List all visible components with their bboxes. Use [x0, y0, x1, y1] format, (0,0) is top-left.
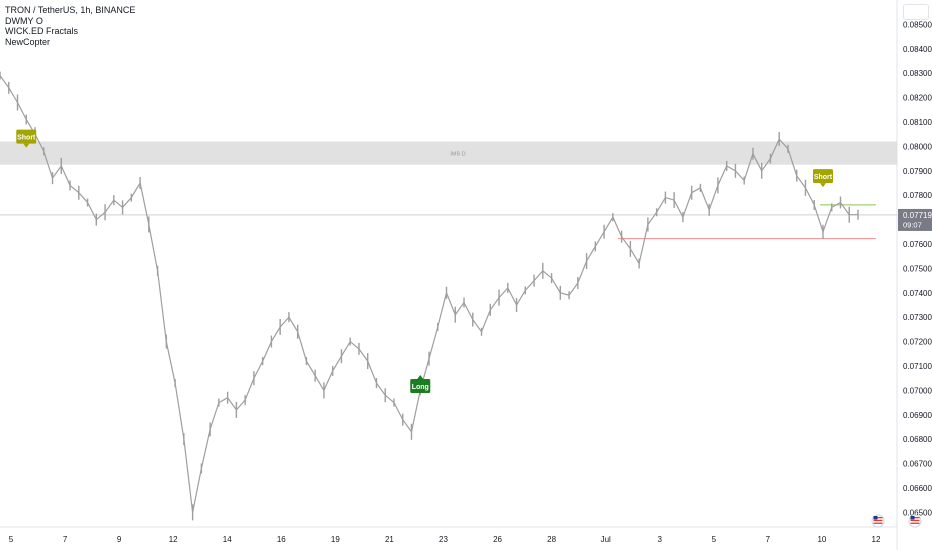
y-tick-label: 0.06500: [903, 508, 932, 517]
y-tick-label: 0.07400: [903, 289, 932, 298]
y-tick-label: 0.07600: [903, 240, 932, 249]
indicator-newcopter: NewCopter: [5, 36, 51, 47]
x-tick-label: 7: [63, 535, 68, 544]
indicator-fractals: WICK.ED Fractals: [5, 26, 79, 36]
marker-label: Short: [17, 134, 36, 141]
us-flag-stripe: [910, 517, 920, 519]
y-tick-label: 0.08100: [903, 118, 932, 127]
y-tick-label: 0.06800: [903, 435, 932, 444]
short-marker-pointer: [23, 143, 30, 148]
us-flag-icon[interactable]: [908, 514, 922, 528]
y-tick-label: 0.07200: [903, 338, 932, 347]
y-tick-label: 0.08000: [903, 142, 932, 151]
y-tick-label: 0.07300: [903, 313, 932, 322]
short-signal-marker[interactable]: [812, 169, 833, 184]
y-tick-label: 0.07100: [903, 362, 932, 371]
x-tick-label: 12: [169, 535, 178, 544]
y-tick-label: 0.07000: [903, 386, 932, 395]
symbol-title: TRON / TetherUS, 1h, BINANCE: [5, 5, 136, 15]
y-tick-label: 0.08400: [903, 45, 932, 54]
y-tick-label: 0.06700: [903, 460, 932, 469]
long-marker-pointer: [417, 374, 424, 379]
marker-label: Short: [814, 174, 833, 181]
chart-legend: TRON / TetherUS, 1h, BINANCE DWMY O WICK…: [5, 5, 135, 47]
us-flag-canton: [873, 516, 878, 520]
x-tick-label: 19: [331, 535, 340, 544]
indicator-dwmy: DWMY O: [5, 15, 43, 26]
x-tick-label: 26: [493, 535, 502, 544]
x-tick-label: 3: [658, 535, 663, 544]
short-marker-pointer: [819, 183, 826, 188]
x-tick-label: Jul: [601, 535, 611, 544]
y-tick-label: 0.07500: [903, 264, 932, 273]
x-tick-label: 14: [223, 535, 232, 544]
us-flag-stripe: [873, 522, 883, 524]
x-tick-label: 5: [712, 535, 717, 544]
y-tick-label: 0.07800: [903, 191, 932, 200]
y-tick-label: 0.06900: [903, 411, 932, 420]
x-tick-label: 12: [872, 535, 881, 544]
us-flag-stripe: [910, 519, 920, 522]
chart-settings-button[interactable]: [903, 4, 929, 20]
us-flag-stripe: [910, 522, 920, 524]
x-tick-label: 10: [817, 535, 826, 544]
x-tick-label: 5: [9, 535, 14, 544]
x-tick-label: 23: [439, 535, 448, 544]
y-tick-label: 0.06600: [903, 484, 932, 493]
x-tick-label: 7: [766, 535, 771, 544]
current-price-value: 0.07719: [903, 211, 932, 220]
x-tick-label: 9: [117, 535, 122, 544]
y-tick-label: 0.07900: [903, 167, 932, 176]
x-tick-label: 16: [277, 535, 286, 544]
current-price-tag: [898, 208, 932, 231]
y-tick-label: 0.08500: [903, 20, 932, 29]
us-flag-icon[interactable]: [871, 514, 885, 528]
y-tick-label: 0.08300: [903, 69, 932, 78]
bar-countdown: 09:07: [903, 220, 922, 229]
us-flag-canton: [910, 516, 915, 520]
price-series-line: [0, 75, 858, 513]
x-tick-label: 21: [385, 535, 394, 544]
us-flag-stripe: [873, 517, 883, 519]
y-tick-label: 0.08200: [903, 94, 932, 103]
x-tick-label: 28: [547, 535, 556, 544]
imbalance-zone: [0, 141, 897, 165]
us-flag-stripe: [873, 519, 883, 522]
long-signal-marker[interactable]: [410, 378, 431, 393]
marker-label: Long: [412, 384, 429, 391]
zone-label: IMB D: [450, 152, 465, 158]
short-signal-marker[interactable]: [16, 129, 37, 144]
